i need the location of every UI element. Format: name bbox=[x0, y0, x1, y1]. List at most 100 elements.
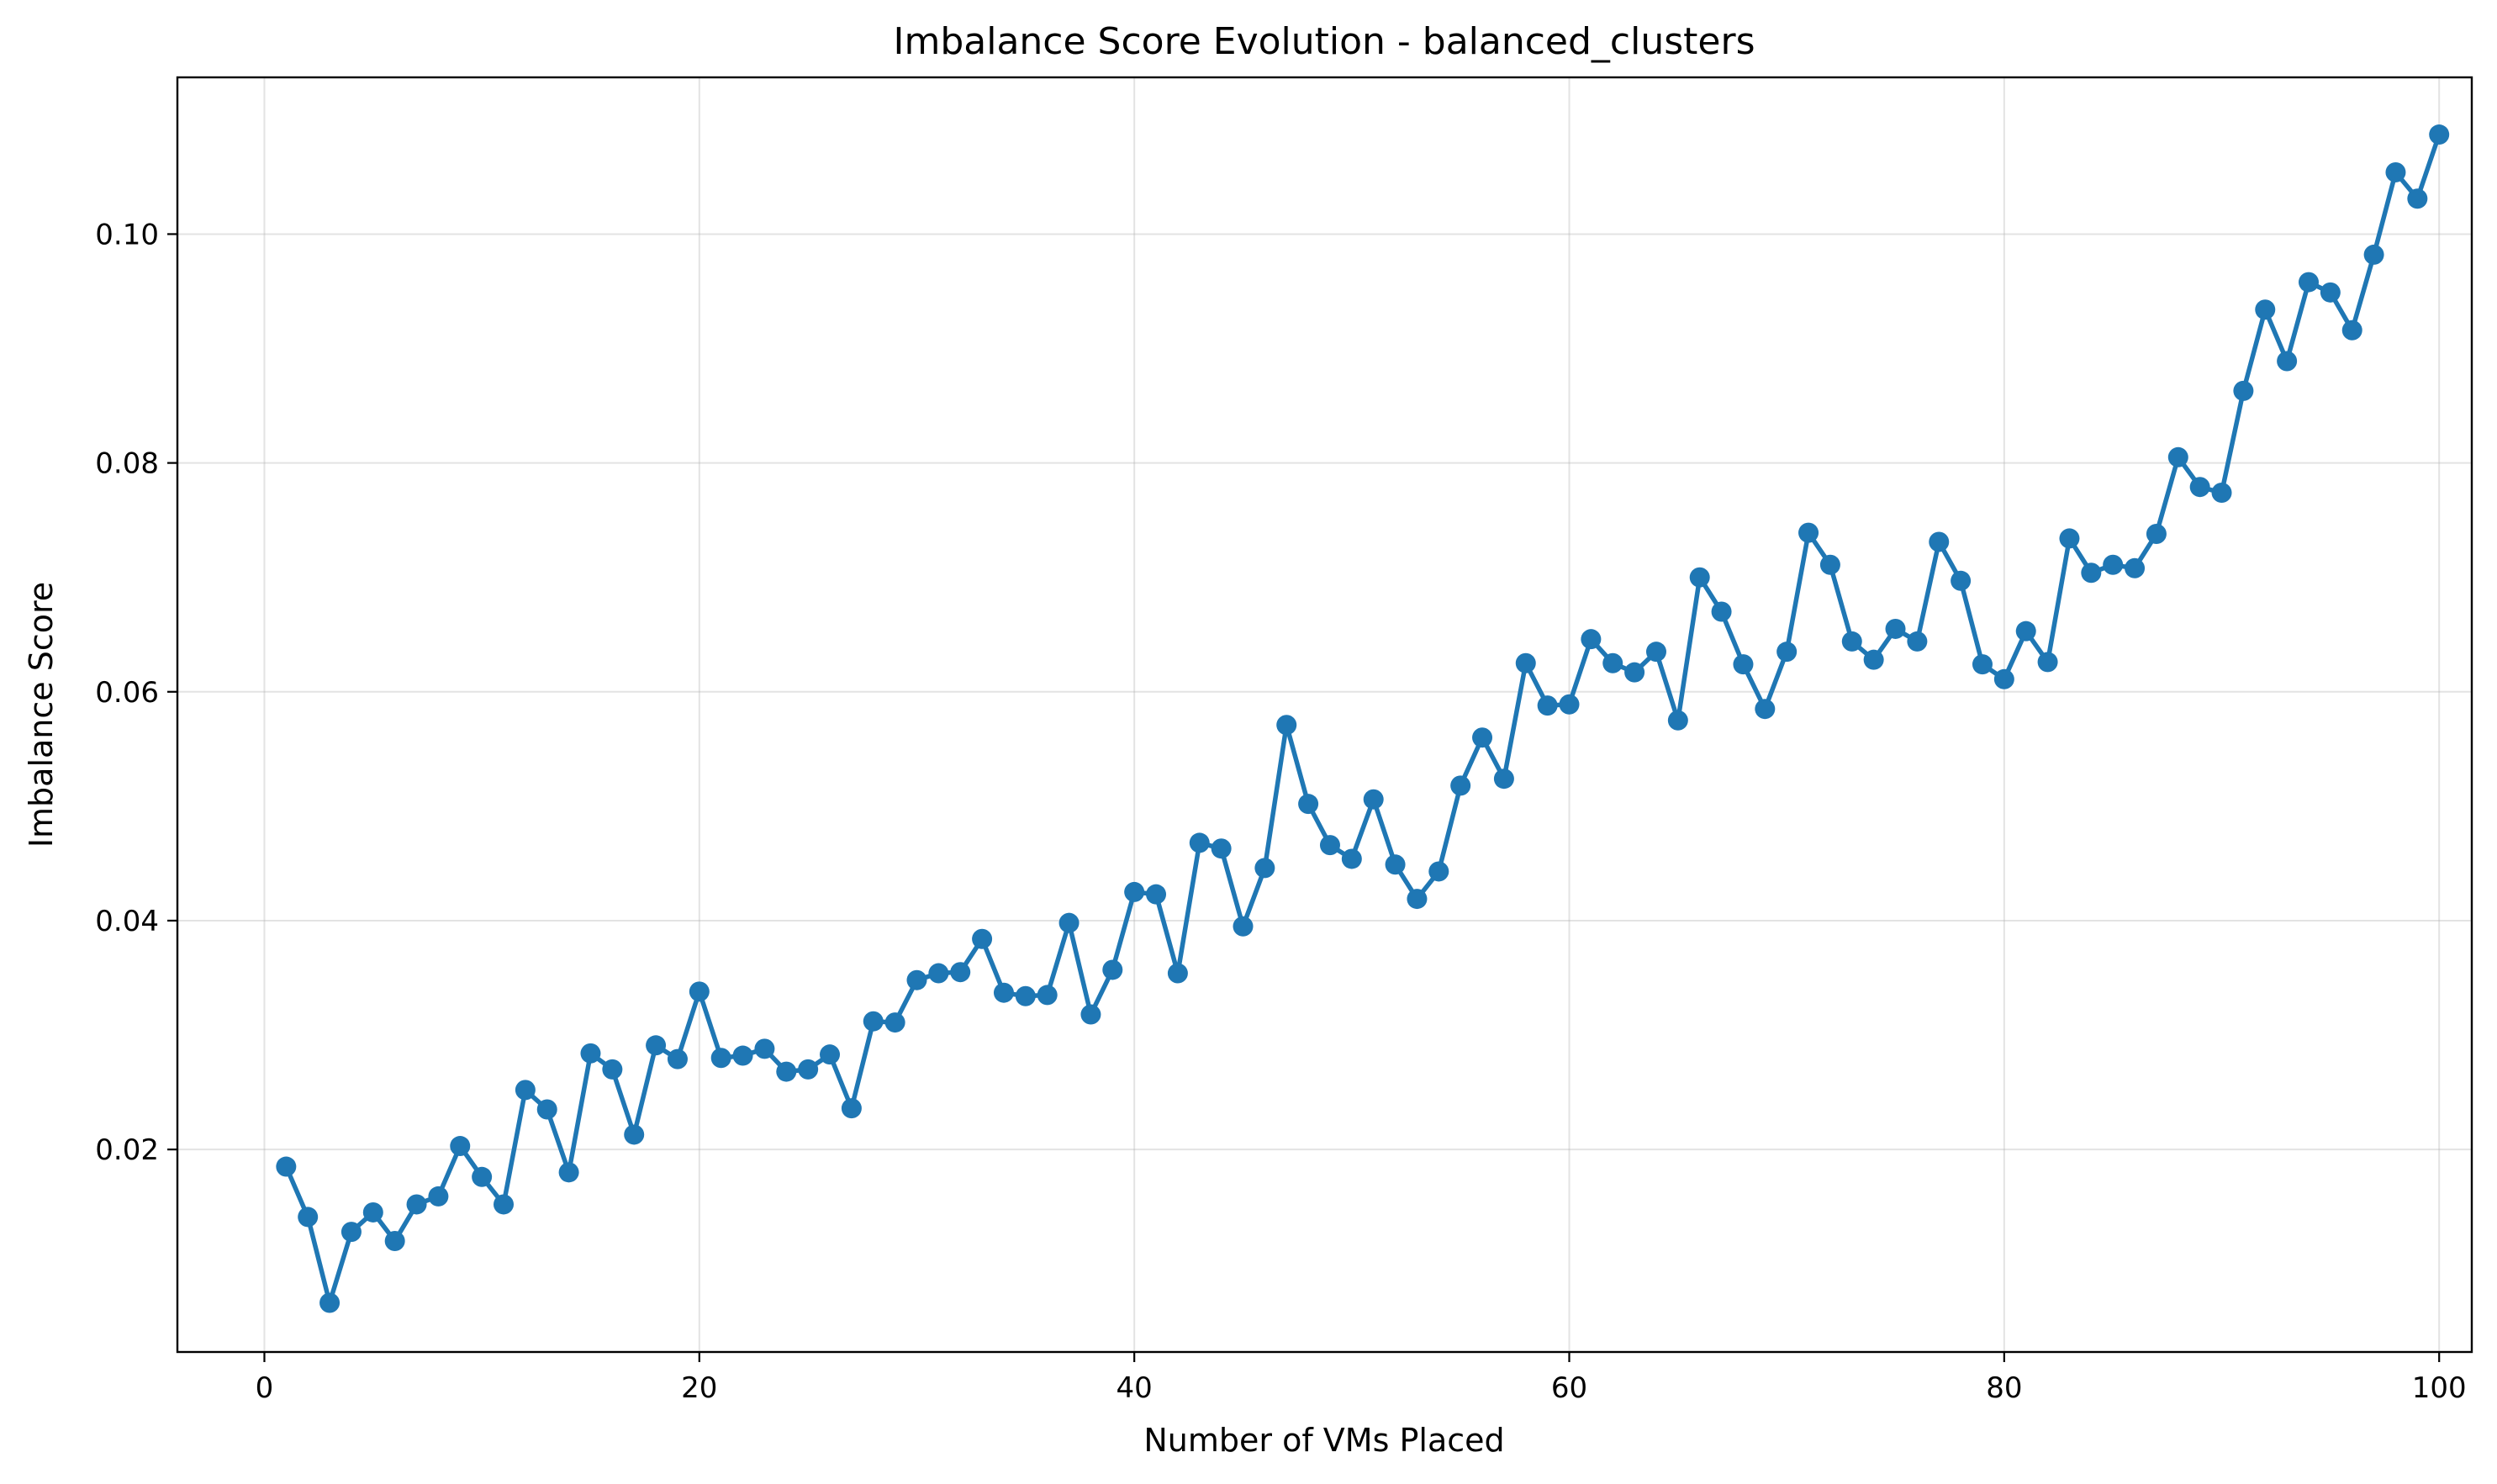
data-point bbox=[928, 963, 949, 984]
data-point bbox=[2429, 124, 2450, 145]
x-tick-label: 40 bbox=[1117, 1371, 1153, 1405]
data-point bbox=[1993, 668, 2014, 689]
y-tick-label: 0.06 bbox=[95, 676, 159, 710]
data-point bbox=[515, 1080, 536, 1101]
data-point bbox=[1885, 618, 1906, 639]
data-point bbox=[362, 1201, 383, 1223]
data-point bbox=[384, 1231, 405, 1251]
data-point bbox=[2037, 652, 2058, 673]
series-line-group bbox=[276, 124, 2450, 1313]
data-point bbox=[2081, 562, 2102, 584]
data-point bbox=[276, 1156, 297, 1177]
data-point bbox=[298, 1207, 319, 1228]
data-point bbox=[2363, 244, 2384, 265]
data-point bbox=[2255, 299, 2276, 320]
data-point bbox=[406, 1194, 427, 1215]
data-point bbox=[1341, 848, 1362, 869]
data-point bbox=[1602, 652, 1623, 673]
x-tick-label: 80 bbox=[1986, 1371, 2022, 1405]
data-point bbox=[1733, 654, 1754, 675]
data-point bbox=[1167, 963, 1188, 984]
data-point bbox=[2146, 523, 2167, 544]
data-point bbox=[1298, 794, 1319, 815]
data-point bbox=[1624, 662, 1645, 683]
data-point bbox=[993, 982, 1014, 1003]
data-point bbox=[732, 1045, 753, 1066]
y-tick-label: 0.10 bbox=[95, 218, 159, 251]
data-point bbox=[319, 1292, 340, 1313]
data-point bbox=[472, 1166, 493, 1187]
data-point bbox=[1080, 1004, 1101, 1025]
data-point bbox=[1189, 832, 1210, 853]
data-point bbox=[1102, 959, 1123, 980]
x-tick-label: 20 bbox=[681, 1371, 717, 1405]
data-point bbox=[1907, 631, 1928, 652]
data-point bbox=[950, 962, 971, 983]
data-point bbox=[1515, 652, 1536, 673]
data-point bbox=[820, 1044, 841, 1065]
data-point bbox=[624, 1124, 645, 1145]
data-point bbox=[1581, 629, 1602, 650]
data-point bbox=[2277, 351, 2298, 372]
plot-frame bbox=[176, 76, 2473, 1354]
data-point bbox=[1058, 912, 1080, 933]
data-point bbox=[1428, 861, 1449, 882]
data-point bbox=[1711, 601, 1732, 622]
data-point bbox=[1929, 531, 1950, 552]
x-tick-label: 60 bbox=[1551, 1371, 1587, 1405]
data-point bbox=[646, 1035, 667, 1056]
data-point bbox=[1319, 835, 1340, 856]
data-point bbox=[776, 1061, 797, 1082]
x-tick-label: 100 bbox=[2412, 1371, 2467, 1405]
data-point bbox=[841, 1098, 862, 1119]
data-point bbox=[667, 1048, 688, 1069]
data-point bbox=[2015, 621, 2036, 642]
y-axis-label: Imbalance Score bbox=[23, 582, 60, 848]
data-point bbox=[602, 1059, 623, 1080]
x-axis-label: Number of VMs Placed bbox=[1143, 1422, 1504, 1459]
data-point bbox=[1015, 985, 1036, 1006]
data-point bbox=[972, 928, 993, 949]
data-point bbox=[1472, 727, 1493, 748]
data-point bbox=[1841, 631, 1862, 652]
data-point bbox=[494, 1194, 515, 1215]
data-point bbox=[863, 1011, 884, 1032]
data-point bbox=[340, 1222, 362, 1243]
data-point bbox=[754, 1038, 775, 1059]
y-tick-label: 0.04 bbox=[95, 905, 159, 938]
data-point bbox=[558, 1162, 579, 1183]
data-point bbox=[2385, 161, 2406, 182]
data-point bbox=[689, 981, 710, 1002]
data-point bbox=[580, 1043, 601, 1064]
data-point bbox=[2125, 557, 2146, 578]
data-point bbox=[906, 969, 927, 990]
x-tick-label: 0 bbox=[256, 1371, 274, 1405]
data-point bbox=[1798, 522, 1819, 543]
data-point bbox=[1146, 884, 1167, 905]
data-point bbox=[1776, 642, 1798, 663]
data-point bbox=[2211, 482, 2232, 503]
data-point bbox=[1537, 695, 1558, 716]
data-point bbox=[2103, 554, 2124, 575]
data-point bbox=[1493, 768, 1514, 790]
data-point bbox=[1276, 715, 1297, 736]
chart-title: Imbalance Score Evolution - balanced_clu… bbox=[894, 20, 1755, 63]
x-axis: 0 20 40 60 80 100 bbox=[256, 1352, 2467, 1405]
data-point bbox=[1450, 775, 1471, 796]
data-point bbox=[1972, 654, 1993, 675]
data-point bbox=[450, 1136, 471, 1157]
data-point bbox=[798, 1059, 819, 1080]
data-point bbox=[1233, 916, 1254, 937]
data-point bbox=[2167, 446, 2188, 467]
y-axis: 0.02 0.04 0.06 0.08 0.10 bbox=[95, 218, 177, 1167]
data-point bbox=[2233, 380, 2254, 401]
y-tick-label: 0.02 bbox=[95, 1133, 159, 1167]
data-point bbox=[1211, 838, 1232, 859]
data-point bbox=[710, 1048, 731, 1069]
data-point bbox=[1667, 710, 1688, 731]
data-point bbox=[1037, 985, 1058, 1006]
data-point bbox=[2059, 528, 2080, 549]
data-point bbox=[1385, 854, 1406, 875]
